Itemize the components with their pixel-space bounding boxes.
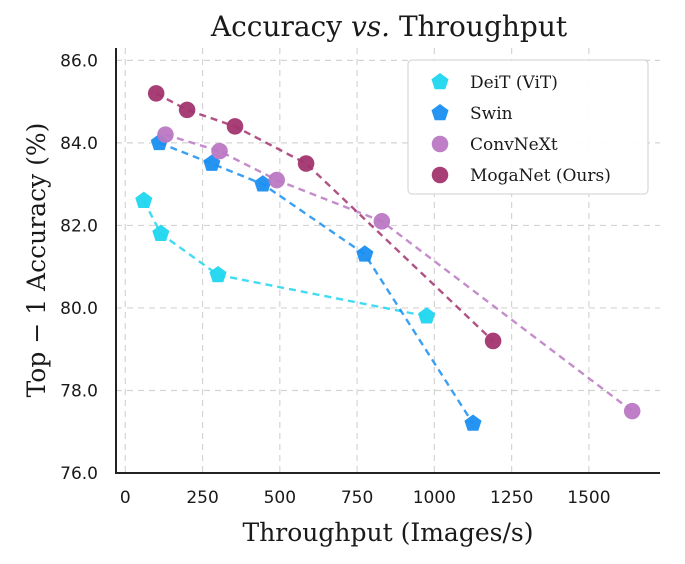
legend: DeiT (ViT) Swin ConvNeXt MogaNet (Ours)	[407, 59, 649, 195]
data-point	[135, 191, 153, 208]
legend-marker	[431, 104, 449, 121]
legend-marker	[431, 73, 449, 90]
y-tick-label: 76.0	[60, 464, 98, 484]
data-point	[178, 101, 196, 119]
legend-box	[407, 59, 649, 195]
data-point	[209, 265, 227, 283]
series-line	[142, 200, 427, 318]
x-tick-label: 750	[341, 488, 373, 508]
tick-labels: 0 250 500 750 1000 1250 1500 76.0 78.0 80.0 82.0 84…	[60, 51, 610, 508]
x-tick-label: 500	[264, 488, 296, 508]
chart-title: Accuracy vs. Throughput	[210, 10, 568, 43]
data-point	[484, 332, 502, 350]
x-tick-label: 1500	[567, 488, 610, 508]
legend-label: DeiT (ViT)	[470, 73, 558, 93]
legend-marker	[431, 135, 449, 153]
x-tick-label: 1000	[413, 488, 456, 508]
x-tick-label: 1250	[490, 488, 533, 508]
x-tick-label: 0	[120, 488, 131, 508]
data-point	[152, 224, 170, 241]
y-axis-label: Top − 1 Accuracy (%)	[22, 123, 51, 398]
legend-label: MogaNet (Ours)	[470, 166, 611, 186]
data-point	[623, 402, 641, 420]
plot-area	[135, 85, 641, 431]
y-tick-label: 78.0	[60, 381, 98, 401]
x-axis-label: Throughput (Images/s)	[243, 518, 534, 547]
data-point	[147, 85, 165, 102]
y-tick-label: 80.0	[60, 299, 98, 319]
y-tick-label: 84.0	[60, 134, 98, 154]
data-point	[464, 414, 482, 431]
data-point	[297, 155, 315, 172]
data-point	[211, 142, 228, 160]
data-point	[157, 126, 174, 143]
legend-label: ConvNeXt	[470, 135, 558, 155]
data-point	[418, 307, 436, 324]
data-point	[356, 245, 374, 262]
data-point	[226, 118, 244, 135]
x-tick-label: 250	[186, 488, 218, 508]
y-tick-label: 82.0	[60, 216, 98, 236]
y-tick-label: 86.0	[60, 51, 98, 71]
legend-label: Swin	[470, 104, 513, 124]
data-point	[254, 175, 272, 192]
data-point	[268, 171, 286, 189]
legend-marker	[431, 166, 449, 184]
data-point	[373, 213, 391, 230]
